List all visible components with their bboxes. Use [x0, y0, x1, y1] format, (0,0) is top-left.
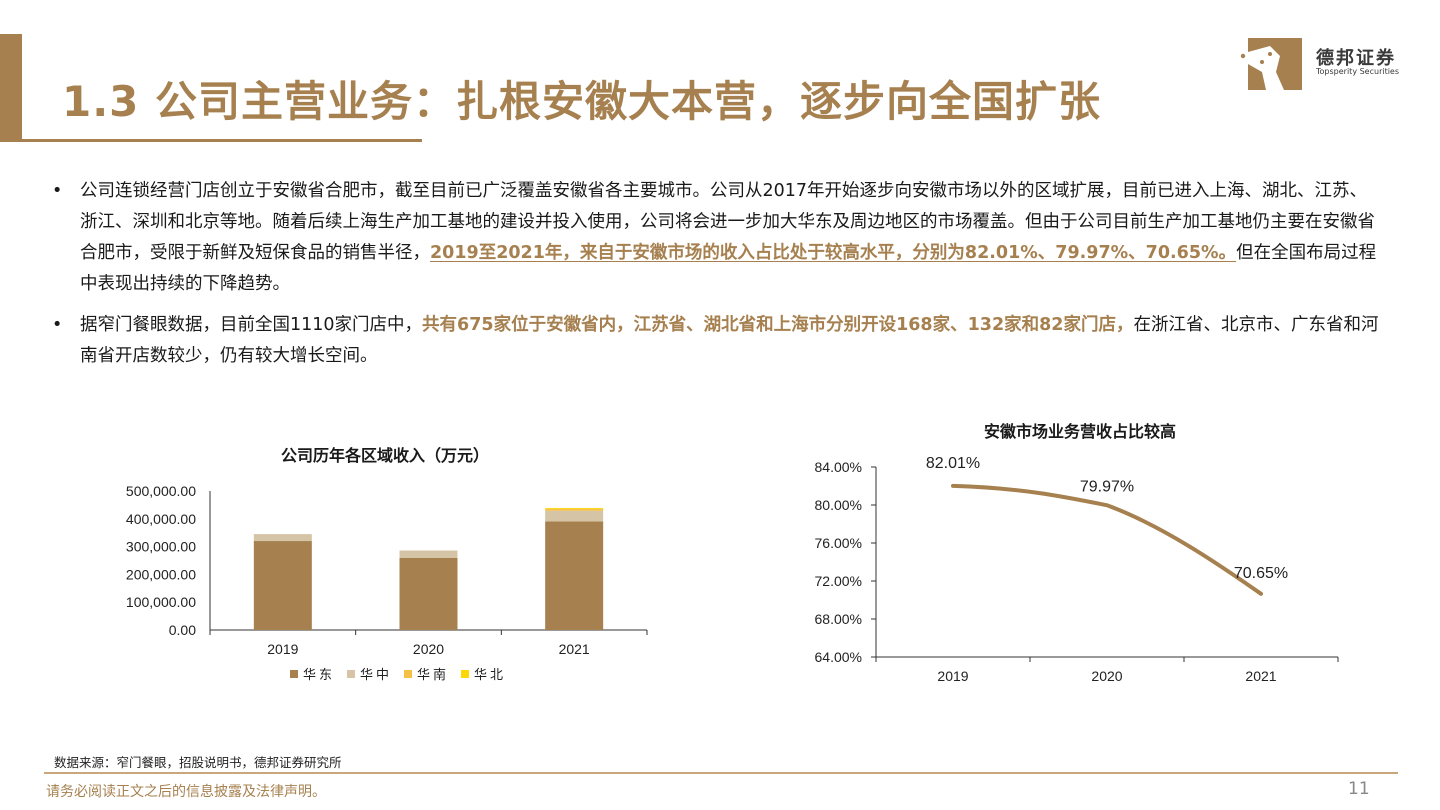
series-line: [951, 483, 1263, 596]
data-label: 79.97%: [1080, 478, 1134, 495]
bar-segment: [253, 534, 312, 542]
y-tick-label: 300,000.00: [126, 539, 196, 555]
legend-swatch: [404, 670, 412, 678]
bullet-marker: •: [52, 315, 63, 335]
data-label: 70.65%: [1234, 565, 1288, 582]
title-accent-bar: [0, 34, 22, 142]
y-tick-label: 84.00%: [815, 459, 862, 475]
x-tick-label: 2020: [413, 641, 444, 657]
bullet-list: • 公司连锁经营门店创立于安徽省合肥市，截至目前已广泛覆盖安徽省各主要城市。公司…: [52, 176, 1382, 382]
y-tick-label: 100,000.00: [126, 594, 196, 610]
bullet-item: • 据窄门餐眼数据，目前全国1110家门店中，共有675家位于安徽省内，江苏省、…: [52, 310, 1382, 372]
bullet-highlight: 2019至2021年，来自于安徽市场的收入占比处于较高水平，分别为82.01%、…: [430, 243, 1237, 263]
legend-swatch: [290, 670, 298, 678]
bullet-item: • 公司连锁经营门店创立于安徽省合肥市，截至目前已广泛覆盖安徽省各主要城市。公司…: [52, 176, 1382, 300]
stacked-bar-chart: 0.00 100,000.00 200,000.00 300,000.00 400,00…: [126, 483, 648, 682]
legend-label: 华中: [360, 667, 392, 682]
legend-swatch: [461, 670, 469, 678]
legend-label: 华南: [417, 667, 449, 682]
bar-segment: [545, 521, 604, 630]
leopard-logo-icon: [1240, 38, 1302, 90]
legend-label: 华北: [474, 667, 506, 682]
logo-name-cn: 德邦证券: [1316, 48, 1396, 69]
y-tick-label: 80.00%: [815, 497, 862, 513]
bullet-text: 在浙江省、北京市、广东省和河南省开店数较少，仍有较大增长空间。: [80, 315, 1379, 366]
bar-segment: [545, 508, 604, 511]
x-tick-label: 2019: [937, 668, 968, 684]
bar-segment: [545, 510, 604, 522]
line-chart-title: 安徽市场业务营收占比较高: [983, 422, 1176, 441]
page-number: 11: [1348, 779, 1370, 799]
bar-segment: [399, 550, 458, 558]
legend-swatch: [347, 670, 355, 678]
x-tick-label: 2019: [267, 641, 298, 657]
title-underline: [0, 139, 422, 142]
y-tick-label: 200,000.00: [126, 566, 196, 582]
bullet-text: 据窄门餐眼数据，目前全国1110家门店中，: [80, 315, 423, 335]
x-tick-label: 2021: [1245, 668, 1276, 684]
bar-chart-title: 公司历年各区域收入（万元）: [280, 446, 489, 465]
y-tick-label: 76.00%: [815, 535, 862, 551]
legal-disclaimer: 请务必阅读正文之后的信息披露及法律声明。: [46, 784, 326, 800]
bullet-text: 但在全国布局过程中表现出持续的下降趋势。: [80, 243, 1377, 294]
data-label: 82.01%: [926, 455, 980, 472]
bullet-text: 公司连锁经营门店创立于安徽省合肥市，截至目前已广泛覆盖安徽省各主要城市。公司从2…: [80, 181, 1375, 263]
page-title: 1.3 公司主营业务：扎根安徽大本营，逐步向全国扩张: [62, 77, 1102, 126]
data-source-note: 数据来源：窄门餐眼，招股说明书，德邦证券研究所: [54, 755, 342, 770]
x-tick-label: 2021: [559, 641, 590, 657]
line-chart: 64.00% 68.00% 72.00% 76.00% 80.00% 84.00% 82.0…: [815, 455, 1339, 684]
bar-segment: [253, 541, 312, 630]
x-tick-label: 2020: [1091, 668, 1122, 684]
bar-segment: [399, 557, 458, 630]
legend-label: 华东: [303, 667, 335, 682]
bullet-highlight: 共有675家位于安徽省内，江苏省、湖北省和上海市分别开设168家、132家和82…: [422, 315, 1134, 335]
y-tick-label: 72.00%: [815, 573, 862, 589]
logo-name-en: Topsperity Securities: [1316, 67, 1400, 76]
y-tick-label: 500,000.00: [126, 483, 196, 499]
y-tick-label: 64.00%: [815, 649, 862, 665]
footer-divider: [44, 772, 1398, 774]
bar-segment: [545, 507, 604, 509]
y-tick-label: 68.00%: [815, 611, 862, 627]
y-tick-label: 400,000.00: [126, 511, 196, 527]
bullet-marker: •: [52, 181, 63, 201]
y-tick-label: 0.00: [169, 622, 196, 638]
